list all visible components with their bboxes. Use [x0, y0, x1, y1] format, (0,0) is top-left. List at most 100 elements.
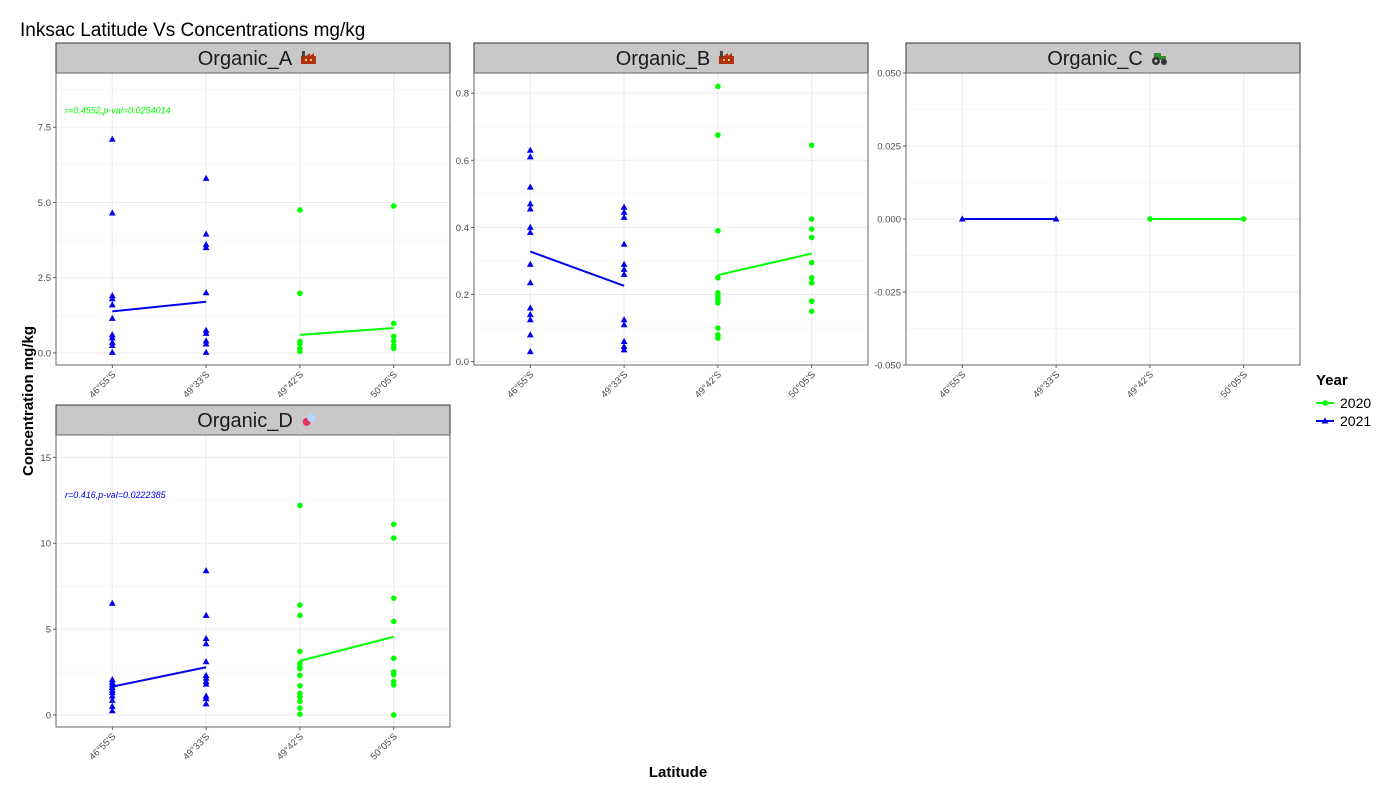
data-point	[526, 347, 534, 355]
y-tick-label: 5.0	[38, 198, 51, 209]
data-point	[526, 279, 534, 286]
x-tick-label: 46°55'S	[505, 369, 536, 400]
data-point	[390, 712, 397, 718]
data-point	[297, 694, 303, 700]
factory-icon	[718, 51, 734, 64]
x-tick-label: 50°05'S	[787, 369, 818, 400]
data-point	[202, 340, 210, 347]
data-point	[808, 142, 815, 148]
panels: Organic_A 0.0 2.5 5.0 7.5 46°55'S 49°33'S 49°42…	[38, 42, 1301, 763]
panel-border	[473, 72, 869, 366]
data-point	[202, 658, 210, 665]
series-2021	[526, 146, 628, 355]
data-point	[808, 308, 815, 315]
y-tick-label: 0	[46, 710, 51, 721]
y-axis-label: Concentration mg/kg	[20, 326, 37, 476]
y-tick-label: 0.000	[877, 215, 901, 226]
x-axis-label: Latitude	[649, 764, 707, 781]
data-point	[108, 295, 116, 302]
data-point	[202, 695, 210, 702]
data-point	[715, 274, 721, 281]
data-point	[526, 331, 534, 338]
series-2020	[297, 502, 397, 718]
legend-entry-2020: 2020	[1316, 395, 1371, 411]
data-point	[390, 338, 397, 344]
data-point	[390, 345, 397, 352]
panel-organic-d: Organic_D 0 5 10 15 46°55'S 49°33'S 49°42'S 50°0…	[40, 404, 451, 763]
y-tick-label: 0.2	[456, 290, 469, 301]
data-point	[620, 265, 628, 272]
data-point	[297, 502, 303, 509]
y-tick-label: 15	[40, 453, 51, 464]
data-point	[715, 300, 721, 306]
facet-label: Organic_C	[1047, 48, 1143, 70]
data-point	[202, 634, 210, 642]
data-point	[390, 655, 397, 662]
data-point	[297, 348, 303, 355]
data-point	[297, 682, 303, 689]
data-point	[526, 205, 534, 212]
tractor-icon	[1151, 53, 1167, 65]
y-tick-label: 10	[40, 539, 51, 550]
y-tick-label: 0.0	[38, 348, 51, 359]
data-point	[526, 200, 534, 207]
correlation-annotation: r=0.416,p-val=0.0222385	[65, 490, 167, 500]
data-point	[715, 325, 721, 331]
trend-line	[112, 666, 207, 688]
data-point	[108, 341, 116, 348]
data-point	[202, 674, 210, 681]
data-point	[715, 83, 721, 90]
data-point	[297, 602, 303, 608]
data-point	[526, 183, 534, 190]
data-point	[390, 320, 397, 327]
data-point	[526, 223, 534, 230]
trend-line	[112, 300, 207, 313]
data-point	[526, 304, 534, 311]
trend-line	[299, 326, 394, 336]
data-point	[202, 329, 210, 336]
facet-label: Organic_B	[616, 48, 711, 70]
y-tick-label: 0.025	[877, 142, 901, 153]
plot-area	[56, 435, 450, 727]
legend-entry-2021: 2021	[1316, 413, 1371, 429]
data-point	[297, 698, 303, 705]
data-point	[808, 234, 815, 241]
x-tick-label: 50°05'S	[369, 731, 400, 762]
plot-area	[474, 73, 868, 365]
facet-label: Organic_D	[197, 410, 293, 432]
data-point	[297, 341, 303, 347]
y-tick-label: -0.050	[874, 361, 901, 372]
data-point	[202, 640, 210, 647]
data-point	[526, 311, 534, 318]
data-point	[526, 316, 534, 323]
panel-border	[55, 434, 451, 728]
data-point	[808, 226, 815, 232]
data-point	[390, 595, 397, 601]
data-point	[620, 321, 628, 328]
data-point	[620, 260, 628, 267]
data-point	[526, 153, 534, 160]
data-point	[202, 348, 210, 355]
y-tick-label: -0.025	[874, 288, 901, 299]
x-tick-label: 49°33'S	[181, 731, 212, 762]
data-point	[808, 279, 815, 286]
facet-label: Organic_A	[198, 48, 293, 70]
data-point	[808, 274, 815, 281]
data-point	[202, 567, 210, 574]
facet-strip	[473, 42, 869, 74]
data-point	[620, 240, 628, 247]
data-point	[108, 301, 116, 308]
x-tick-label: 50°05'S	[1219, 369, 1250, 400]
data-point	[390, 203, 397, 209]
data-point	[297, 207, 303, 213]
data-point	[526, 228, 534, 235]
x-tick-label: 49°42'S	[693, 369, 724, 400]
data-point	[715, 335, 721, 341]
data-point	[390, 618, 397, 625]
data-point	[620, 208, 628, 215]
legend-title: Year	[1316, 372, 1348, 389]
data-point	[297, 612, 303, 619]
data-point	[202, 230, 210, 237]
